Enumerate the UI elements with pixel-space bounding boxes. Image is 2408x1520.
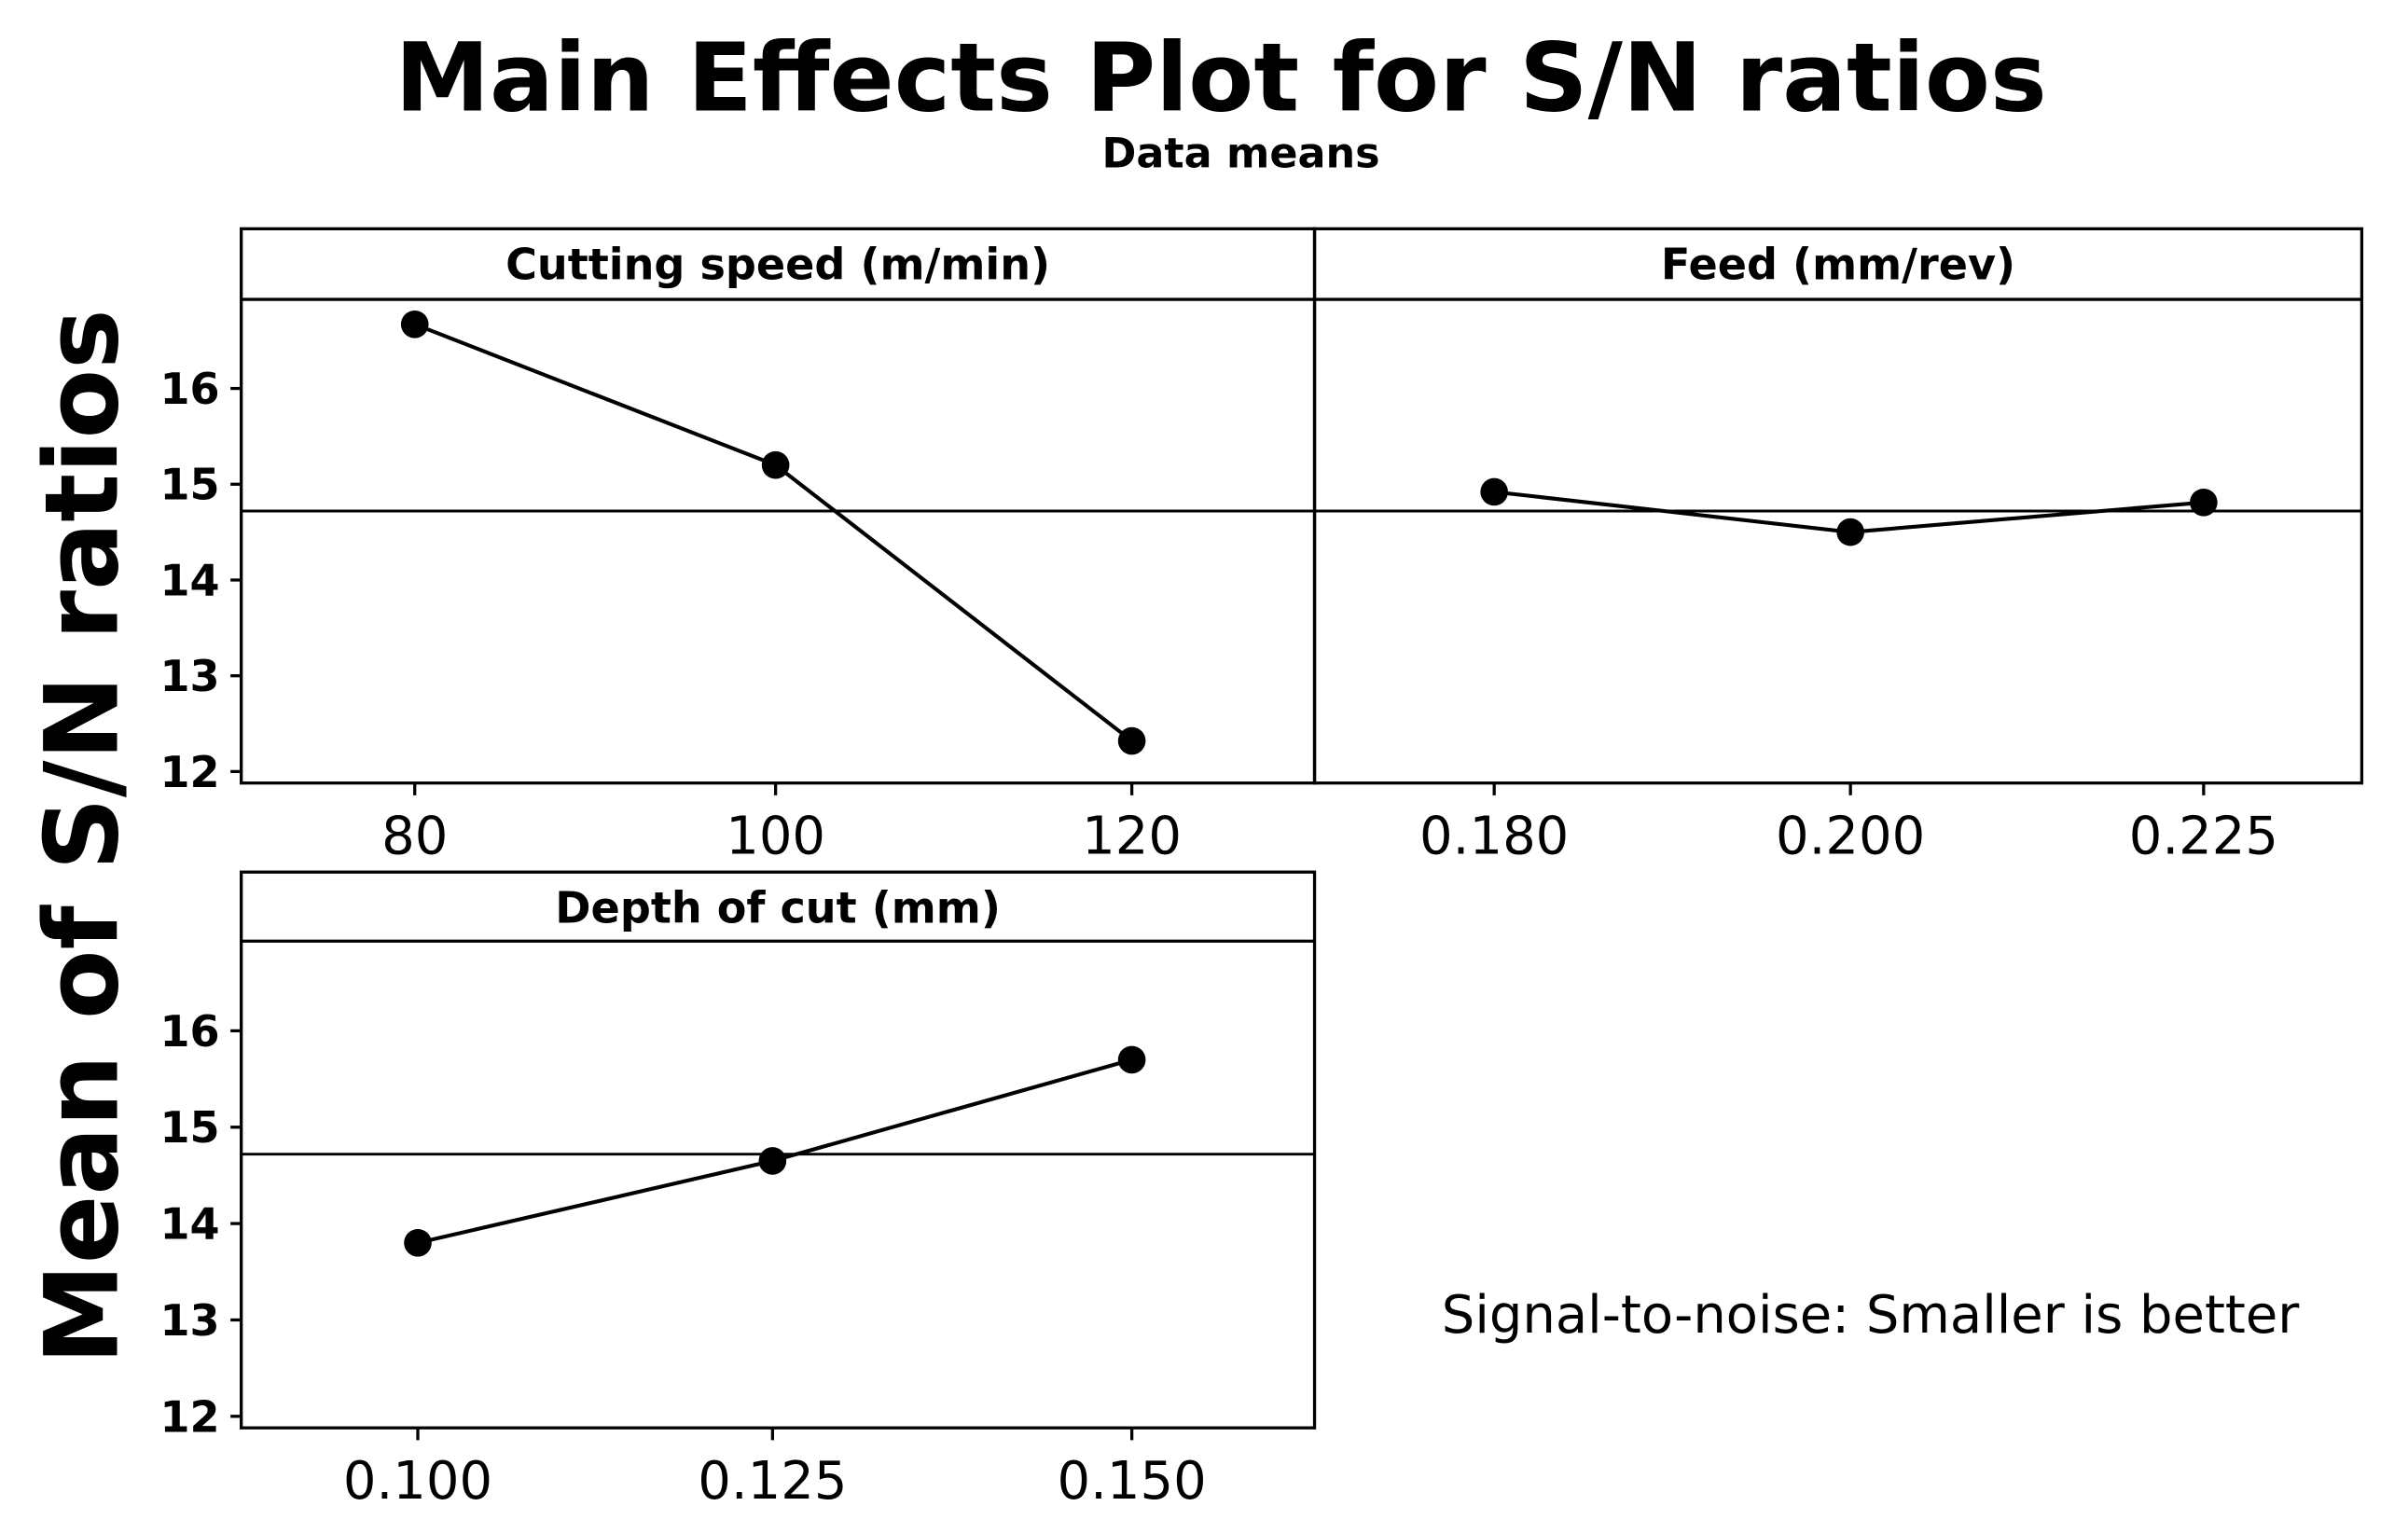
panel-title: Feed (mm/rev) [1661,240,2015,290]
signal-to-noise-note: Signal-to-noise: Smaller is better [1442,1285,2301,1346]
series-line [413,322,1133,743]
panel-title: Cutting speed (m/min) [505,240,1050,290]
y-tick-label: 16 [159,364,219,414]
y-tick-label: 13 [159,651,219,701]
panel-title: Depth of cut (mm) [555,883,1001,933]
y-tick-label: 14 [159,555,219,605]
data-point [1117,1045,1146,1074]
y-tick-label: 13 [159,1295,219,1346]
x-tick-label: 0.180 [1419,806,1569,866]
data-point [1480,477,1508,506]
y-tick-label: 15 [159,1102,219,1153]
panel-frame [1312,227,2364,785]
data-point [758,1147,787,1175]
y-tick-label: 14 [159,1199,219,1250]
y-tick-label: 16 [159,1006,219,1057]
x-tick-label: 120 [1082,806,1182,866]
x-tick-label: 0.100 [343,1451,492,1512]
data-point [1117,726,1146,755]
chart-subtitle: Data means [1101,130,1379,177]
x-tick-label: 0.150 [1057,1451,1206,1512]
panel-frame [240,227,1317,785]
x-tick-label: 0.200 [1776,806,1925,866]
data-point [761,450,790,479]
y-tick-label: 15 [159,460,219,510]
data-point [1836,518,1864,546]
y-tick-label: 12 [159,747,219,797]
x-tick-label: 100 [726,806,825,866]
panel-frame [240,870,1317,1430]
data-point [2190,488,2218,517]
data-point [404,1228,432,1257]
y-tick-label: 12 [159,1391,219,1442]
data-point [400,310,429,339]
x-tick-label: 80 [381,806,448,866]
y-axis-label: Mean of S/N ratios [22,309,141,1364]
x-tick-label: 0.225 [2129,806,2278,866]
chart-title: Main Effects Plot for S/N ratios [394,23,2046,134]
x-tick-label: 0.125 [698,1451,847,1512]
